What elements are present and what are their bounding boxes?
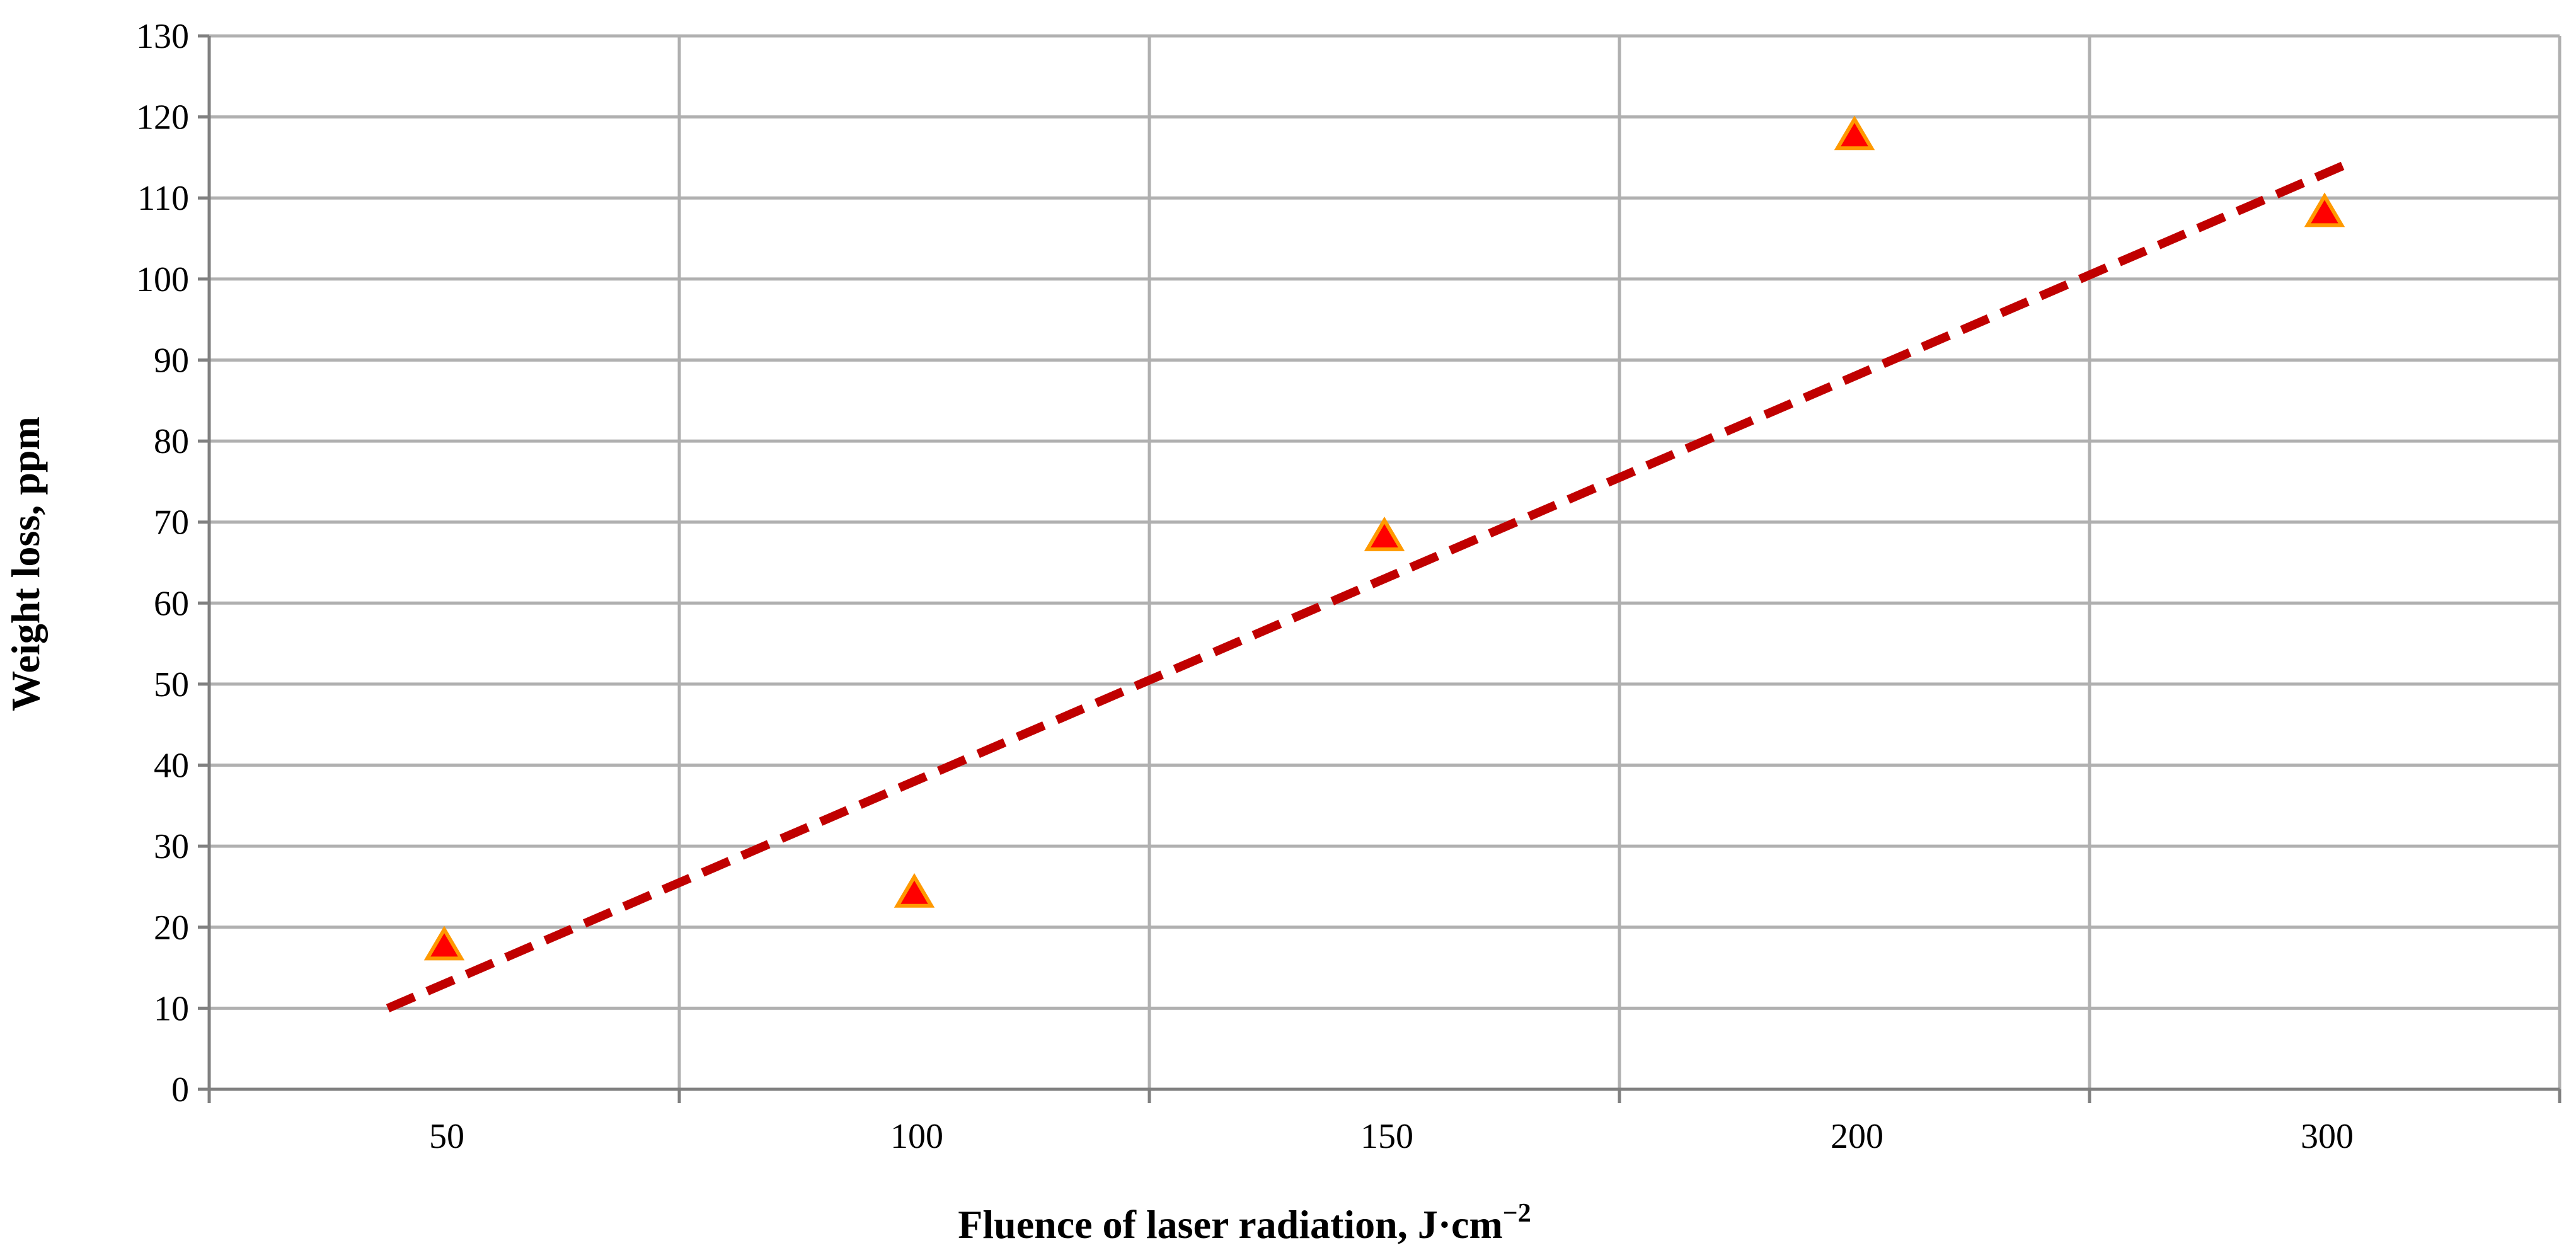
y-tick-label: 50 (154, 665, 189, 704)
data-point-triangle (423, 925, 465, 961)
y-tick-label: 130 (136, 17, 189, 56)
data-point-triangle (1834, 115, 1875, 151)
y-tick-label: 40 (154, 747, 189, 786)
x-tick-label: 300 (2301, 1117, 2354, 1156)
x-tick-labels: 50 100 150 200 300 (429, 1117, 2354, 1156)
x-tick-label: 200 (1831, 1117, 1883, 1156)
data-point-triangle (1364, 516, 1405, 551)
axes (198, 34, 2562, 1103)
x-axis-title-text: Fluence of laser radiation, J·cm (958, 1202, 1502, 1247)
y-tick-label: 60 (154, 584, 189, 623)
y-tick-label: 90 (154, 341, 189, 380)
x-gridlines (677, 36, 2562, 1089)
y-tick-labels: 0 10 20 30 40 50 60 70 80 90 100 110 120 130 (136, 17, 189, 1109)
data-points (423, 115, 2345, 961)
data-point-triangle (2304, 192, 2345, 227)
trendline (386, 161, 2345, 1012)
y-axis-title: Weight loss, ppm (3, 416, 48, 711)
data-point-triangle (894, 873, 935, 908)
y-tick-label: 120 (136, 98, 189, 137)
y-tick-label: 0 (171, 1070, 189, 1109)
y-gridlines (209, 34, 2560, 1010)
y-tick-label: 80 (154, 422, 189, 461)
x-tick-label: 50 (429, 1117, 464, 1156)
x-tick-label: 150 (1360, 1117, 1413, 1156)
x-tick-label: 100 (890, 1117, 943, 1156)
y-tick-label: 100 (136, 260, 189, 299)
y-tick-label: 20 (154, 908, 189, 948)
x-axis-title: Fluence of laser radiation, J·cm−2 (958, 1199, 1531, 1247)
y-tick-label: 70 (154, 503, 189, 542)
x-axis-title-superscript: −2 (1503, 1199, 1531, 1228)
trendline-line (386, 161, 2345, 1012)
y-tick-label: 110 (137, 179, 189, 218)
y-tick-label: 10 (154, 989, 189, 1028)
y-tick-label: 30 (154, 827, 189, 866)
